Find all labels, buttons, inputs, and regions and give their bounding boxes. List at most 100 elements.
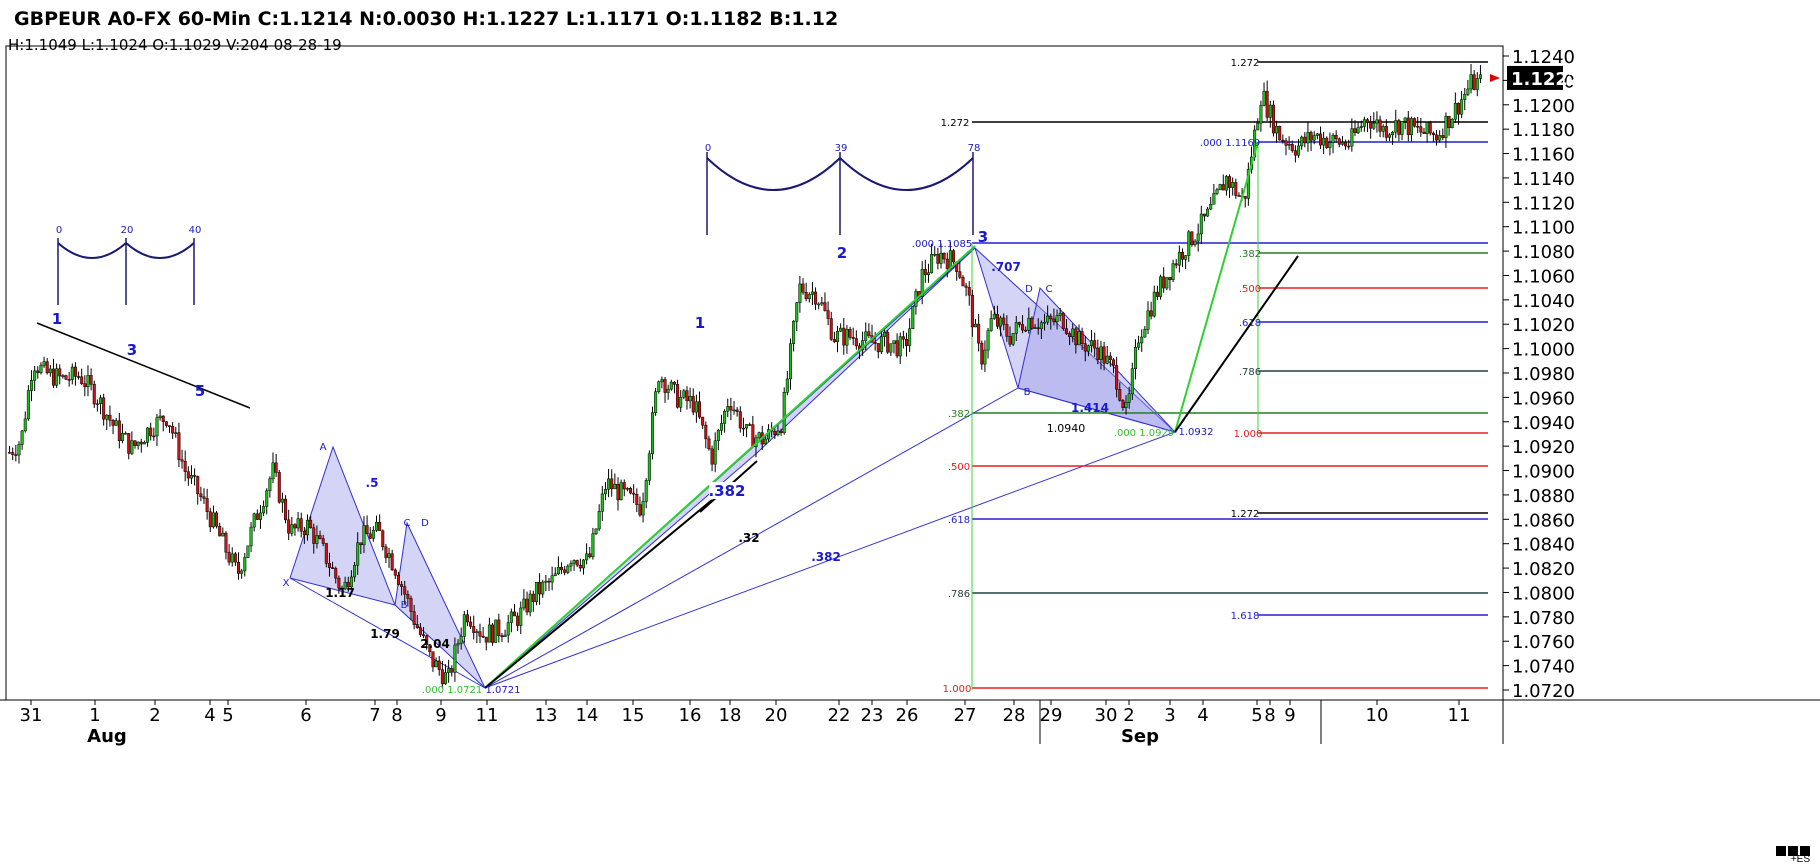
candle-up <box>999 317 1003 327</box>
candle-up <box>763 438 767 445</box>
window-controls[interactable] <box>1774 843 1814 856</box>
candle-up <box>776 430 780 436</box>
candle-down <box>1378 119 1382 132</box>
candle-down <box>45 361 49 374</box>
candle-down <box>958 271 962 278</box>
candle-down <box>1168 277 1172 280</box>
candle-up <box>258 512 262 520</box>
candle-down <box>575 560 579 566</box>
y-tick-label: 1.0760 <box>1512 632 1575 653</box>
y-tick-label: 1.0740 <box>1512 657 1575 678</box>
candle-down <box>547 580 551 583</box>
candle-down <box>848 329 852 338</box>
candle-down <box>208 511 212 528</box>
candle-up <box>1350 128 1354 147</box>
fib-label: .500 <box>1239 284 1261 295</box>
candle-up <box>240 570 244 574</box>
candle-down <box>1052 318 1056 323</box>
candle-down <box>327 563 331 568</box>
candle-up <box>1312 135 1316 141</box>
candle-down <box>1190 231 1194 245</box>
candle-down <box>1293 150 1297 156</box>
candle-up <box>1199 213 1203 235</box>
candle-up <box>1375 119 1379 124</box>
candle-up <box>42 361 46 366</box>
candle-down <box>309 519 313 529</box>
candle-down <box>1406 117 1410 135</box>
price-axis: 1.12401.12201.12001.11801.11601.11401.11… <box>1490 47 1580 702</box>
candle-up <box>459 636 463 644</box>
candle-down <box>299 518 303 532</box>
candle-down <box>406 594 410 599</box>
ratio-label-bg <box>709 482 745 499</box>
candle-up <box>1306 132 1310 144</box>
plot-border <box>5 45 1504 701</box>
candle-down <box>215 512 219 527</box>
candle-down <box>478 631 482 637</box>
candle-down <box>538 582 542 595</box>
candle-up <box>221 532 225 537</box>
candle-down <box>923 269 927 275</box>
y-tick-label: 1.0880 <box>1512 486 1575 507</box>
candle-down <box>1102 346 1106 364</box>
candle-up <box>268 478 272 491</box>
candle-up <box>434 660 438 668</box>
fib-label: .618 <box>1239 318 1261 329</box>
y-tick-label: 1.1240 <box>1512 47 1575 68</box>
candle-up <box>556 566 560 575</box>
ratio-label: 1.0940 <box>1047 422 1086 435</box>
candle-up <box>948 250 952 269</box>
candle-up <box>296 518 300 529</box>
ratio-label: 2.04 <box>420 637 450 651</box>
candle-down <box>773 430 777 436</box>
candle-down <box>1271 104 1275 134</box>
candle-up <box>1275 126 1279 134</box>
cycle-label: 20 <box>121 225 134 236</box>
candle-up <box>1039 322 1043 330</box>
candle-down <box>127 433 131 454</box>
candle-up <box>679 396 683 408</box>
candle-down <box>139 441 143 445</box>
candle-down <box>481 635 485 638</box>
candle-down <box>80 376 84 384</box>
candle-down <box>961 277 965 287</box>
x-tick-label: 9 <box>435 705 446 726</box>
candle-up <box>280 498 284 503</box>
y-tick-label: 1.1120 <box>1512 193 1575 214</box>
candle-down <box>1162 276 1166 289</box>
cycle-label: 0 <box>56 225 62 236</box>
candle-down <box>826 310 830 319</box>
candle-up <box>1475 78 1479 90</box>
candle-up <box>136 441 140 446</box>
candle-up <box>1184 255 1188 260</box>
candle-down <box>685 390 689 402</box>
candle-down <box>1447 115 1451 129</box>
y-tick-label: 1.1080 <box>1512 242 1575 263</box>
candle-down <box>1337 138 1341 145</box>
wave-label: 1 <box>52 310 62 328</box>
candle-up <box>1042 321 1047 324</box>
candle-down <box>168 425 172 427</box>
candle-down <box>396 575 400 585</box>
candle-down <box>1413 118 1417 127</box>
candle-down <box>284 498 288 521</box>
pattern-point-label: D <box>1025 284 1033 295</box>
candle-up <box>1165 277 1169 289</box>
x-tick-label: 14 <box>576 705 599 726</box>
candle-down <box>936 254 940 264</box>
candle-down <box>218 525 222 537</box>
candle-down <box>905 339 909 346</box>
x-tick-label: 8 <box>391 705 402 726</box>
candle-up <box>1287 143 1291 146</box>
x-tick-label: 10 <box>1366 705 1389 726</box>
candle-up <box>1140 336 1144 344</box>
candle-up <box>817 303 821 306</box>
candle-up <box>114 420 118 426</box>
candle-up <box>349 576 353 588</box>
pattern-point-label: X <box>283 578 290 589</box>
x-tick-label: 11 <box>1448 705 1471 726</box>
candle-down <box>1108 355 1112 361</box>
harmonic-pattern-fills <box>289 246 1177 689</box>
